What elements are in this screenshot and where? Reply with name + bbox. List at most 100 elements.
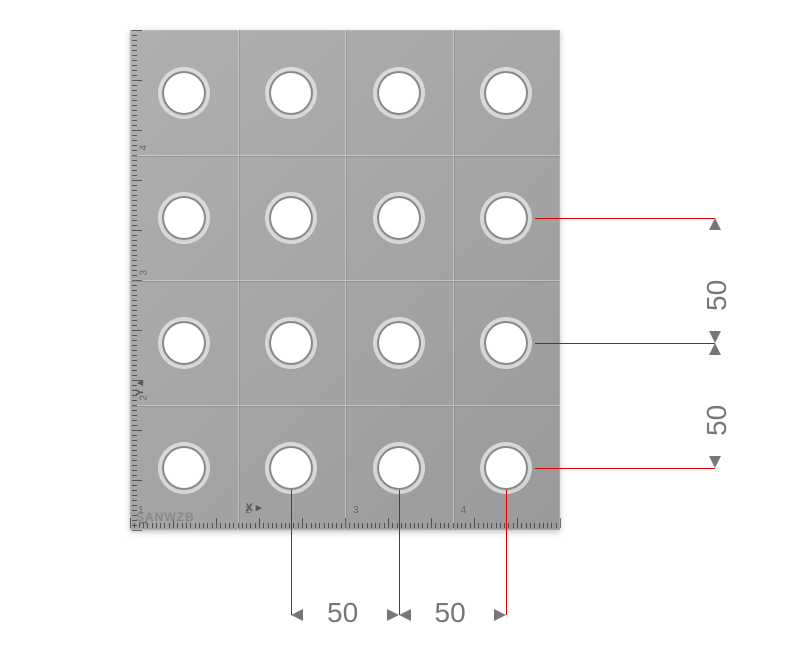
hole (377, 196, 421, 240)
ruler-tick (132, 50, 137, 51)
ruler-tick (132, 80, 142, 81)
ruler-tick (203, 523, 204, 528)
x-grid-number: 3 (353, 505, 359, 516)
ruler-tick (272, 523, 273, 528)
hole (269, 196, 313, 240)
dimension-extension-line (535, 343, 715, 344)
ruler-tick (132, 415, 137, 416)
ruler-tick (132, 500, 137, 501)
ruler-tick (132, 30, 142, 31)
ruler-tick (358, 523, 359, 528)
ruler-tick (431, 518, 432, 528)
ruler-tick (132, 370, 137, 371)
ruler-tick (354, 523, 355, 528)
ruler-tick (132, 35, 137, 36)
ruler-tick (132, 90, 137, 91)
ruler-tick (539, 523, 540, 528)
ruler-tick (132, 185, 137, 186)
ruler-tick (444, 523, 445, 528)
ruler-tick (132, 160, 137, 161)
dimension-arrow-icon (291, 609, 303, 621)
ruler-tick (132, 120, 137, 121)
ruler-tick (371, 523, 372, 528)
ruler-tick (132, 295, 137, 296)
ruler-tick (328, 523, 329, 528)
ruler-tick (132, 365, 137, 366)
ruler-tick (508, 523, 509, 528)
ruler-tick (517, 518, 518, 528)
ruler-tick (547, 523, 548, 528)
ruler-tick (132, 40, 137, 41)
ruler-tick (132, 400, 137, 401)
ruler-tick (132, 315, 137, 316)
dimension-arrow-icon (709, 218, 721, 230)
hole (377, 71, 421, 115)
ruler-tick (483, 523, 484, 528)
x-grid-number: 4 (461, 505, 467, 516)
ruler-tick (285, 523, 286, 528)
x-grid-number: 2 (246, 505, 252, 516)
ruler-tick (132, 155, 137, 156)
ruler-tick (474, 518, 475, 528)
ruler-tick (132, 45, 137, 46)
ruler-tick (132, 480, 142, 481)
ruler-tick (526, 523, 527, 528)
ruler-tick (478, 523, 479, 528)
ruler-tick (132, 530, 142, 531)
ruler-tick (551, 523, 552, 528)
y-grid-number: 2 (139, 395, 150, 401)
ruler-tick (534, 523, 535, 528)
ruler-tick (130, 518, 131, 528)
ruler-tick (212, 523, 213, 528)
ruler-tick (324, 523, 325, 528)
ruler-tick (132, 200, 137, 201)
ruler-tick (427, 523, 428, 528)
ruler-tick (560, 518, 561, 528)
ruler-tick (263, 523, 264, 528)
dimension-arrow-icon (399, 609, 411, 621)
ruler-tick (435, 523, 436, 528)
ruler-tick (132, 270, 137, 271)
ruler-tick (132, 450, 137, 451)
ruler-tick (513, 523, 514, 528)
grid-line-horizontal (130, 280, 560, 282)
ruler-tick (132, 125, 137, 126)
dimension-arrow-icon (494, 609, 506, 621)
ruler-tick (132, 180, 142, 181)
ruler-tick (491, 523, 492, 528)
ruler-tick (132, 275, 137, 276)
ruler-tick (132, 465, 137, 466)
ruler-tick (375, 523, 376, 528)
ruler-tick (132, 95, 137, 96)
ruler-tick (132, 235, 137, 236)
ruler-tick (207, 523, 208, 528)
ruler-tick (306, 523, 307, 528)
ruler-tick (132, 215, 137, 216)
ruler-tick (448, 523, 449, 528)
ruler-tick (132, 335, 137, 336)
ruler-tick (132, 405, 137, 406)
ruler-tick (132, 190, 137, 191)
ruler-tick (422, 523, 423, 528)
hole (484, 446, 528, 490)
hole (484, 196, 528, 240)
dimension-arrow-icon (709, 343, 721, 355)
ruler-tick (379, 523, 380, 528)
ruler-tick (132, 355, 137, 356)
fixture-plate: X ▸Y ▴12341234SANWZB (130, 30, 560, 530)
ruler-tick (132, 205, 137, 206)
ruler-tick (405, 523, 406, 528)
hole (484, 321, 528, 365)
ruler-tick (293, 523, 294, 528)
ruler-tick (242, 523, 243, 528)
ruler-tick (132, 350, 137, 351)
ruler-tick (410, 523, 411, 528)
ruler-tick (132, 220, 137, 221)
ruler-tick (315, 523, 316, 528)
ruler-tick (132, 135, 137, 136)
ruler-tick (132, 325, 137, 326)
ruler-tick (341, 523, 342, 528)
ruler-tick (225, 523, 226, 528)
ruler-tick (132, 145, 137, 146)
ruler-tick (367, 523, 368, 528)
